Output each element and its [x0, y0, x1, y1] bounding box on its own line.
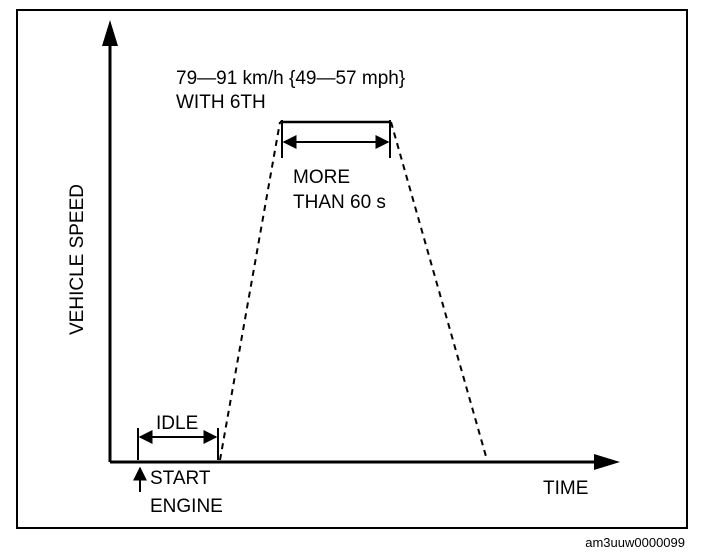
x-axis-label: TIME	[543, 478, 588, 499]
idle-label: IDLE	[156, 413, 198, 434]
axes	[102, 20, 620, 470]
gear-label: WITH 6TH	[176, 92, 266, 113]
duration-label-line2: THAN 60 s	[293, 192, 386, 213]
y-axis-arrowhead	[102, 20, 118, 46]
idle-dimension	[137, 428, 219, 460]
x-axis-arrowhead	[594, 454, 620, 470]
duration-label-line1: MORE	[293, 167, 350, 188]
speed-range-label: 79—91 km/h {49—57 mph}	[176, 68, 405, 89]
speed-profile	[219, 120, 488, 461]
figure-frame	[16, 9, 688, 529]
start-engine-label-line1: START	[150, 468, 211, 489]
acceleration-ramp	[219, 121, 281, 461]
y-axis-label: VEHICLE SPEED	[67, 184, 88, 335]
plateau-duration-dimension	[281, 120, 391, 158]
figure-code: am3uuw0000099	[585, 535, 685, 550]
deceleration-ramp	[390, 121, 488, 461]
start-engine-label-line2: ENGINE	[150, 496, 223, 517]
